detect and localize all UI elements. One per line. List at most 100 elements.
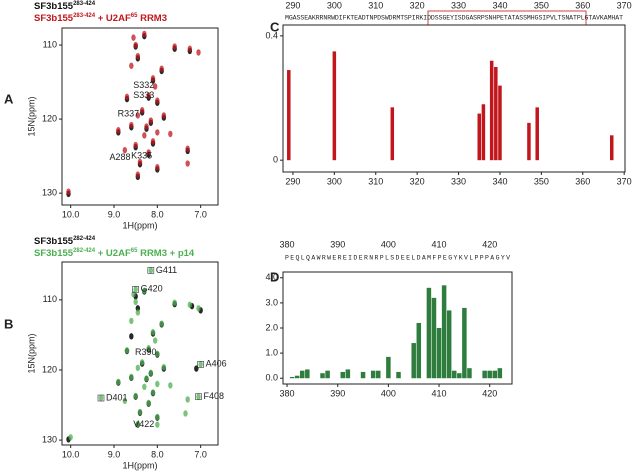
top-ruler-label: 370 [617,0,632,10]
bar [320,373,325,379]
top-ruler-label: 340 [492,0,507,10]
plot-frame [282,271,513,385]
peak-label: A288 [109,152,130,162]
peak [122,146,128,154]
peak [150,75,156,82]
peak [196,393,201,400]
bar [492,370,498,379]
peak [146,345,151,352]
x-tick-label: 300 [327,176,342,186]
panel-label: C [270,19,280,34]
x-tick-label: 350 [534,176,549,186]
legend-text: SF3b155 [34,248,74,259]
bar [451,370,457,379]
peak [124,93,130,101]
peak-label: V422 [133,419,154,429]
y-axis-label: 15N(ppm) [26,96,36,136]
peak [196,49,201,56]
y-tick-label: 4.0 [265,272,278,282]
y-tick-label: 130 [42,188,57,198]
bar [494,66,498,161]
bar [487,370,492,379]
peak-label: R337 [118,108,140,118]
peak [131,291,136,298]
peak [187,45,193,52]
peak [187,301,193,308]
peak [135,420,141,428]
bar [289,376,295,379]
y-tick-label: 120 [42,364,57,374]
plot-frame [61,27,219,206]
peak [172,43,177,50]
bar [287,70,291,161]
x-axis-label: 1H(ppm) [122,460,157,470]
x-tick-label: 410 [432,388,447,398]
peak [172,299,177,306]
x-tick-label: 7.0 [194,209,207,219]
annotation-box [195,393,202,400]
bar [436,328,442,379]
bar [340,371,346,379]
peak [155,350,160,358]
peak [68,434,73,441]
peak [142,132,147,139]
bar [477,113,482,161]
y-axis-label: 15N(ppm) [26,333,36,373]
peak [133,141,138,149]
bar [431,297,437,379]
top-ruler-label: 360 [575,0,590,10]
y-tick-label: 3.0 [265,297,278,307]
legend-superscript: 283-424 [73,13,96,19]
peak [146,149,151,156]
peak [133,392,138,400]
x-tick-label: 310 [368,176,383,186]
peak [135,112,141,119]
x-tick-label: 10.0 [62,449,80,459]
peak-label: S333 [133,90,154,100]
panel-label: B [4,316,13,331]
bar [294,375,300,379]
top-ruler-label: 420 [482,239,497,249]
top-ruler-label: 350 [534,0,549,10]
x-tick-label: 400 [381,388,396,398]
bar [497,368,503,379]
bar [527,122,531,161]
peak [155,421,160,428]
peak [142,30,147,38]
x-tick-label: 9.0 [108,449,121,459]
legend-entry: SF3b155282-424 [34,236,96,247]
bar [467,368,472,379]
legend-text: RRM3 [137,13,167,24]
legend-superscript: 282-424 [73,236,96,242]
bar [498,85,502,161]
peak [137,158,143,166]
peak [155,164,160,171]
x-tick-label: 8.0 [151,449,164,459]
bar [535,107,539,161]
peak [129,121,134,129]
bar [426,287,432,379]
bar [462,307,467,379]
legend-entry: SF3b155283-424 + U2AF65 RRM3 [34,13,167,24]
peak [148,267,154,274]
annotation-box [97,394,105,402]
peak [152,83,158,90]
legend-text: SF3b155 [34,236,74,247]
bar [332,51,337,161]
legend-entry: SF3b155282-424 + U2AF65 RRM3 + p14 [34,248,195,259]
annotation-box [147,267,155,274]
bar [305,369,310,379]
top-ruler-label: 380 [280,239,295,249]
legend-text: + U2AF [95,13,131,24]
top-ruler-label: 290 [285,0,300,10]
y-tick-label: 2.0 [265,322,278,332]
bar [610,135,614,161]
top-ruler-label: 310 [368,0,383,10]
peak [148,117,154,124]
peak-label: R390 [135,347,157,357]
annotation-box [197,361,204,368]
x-tick-label: 420 [482,388,497,398]
peak-series [68,267,203,441]
bar [481,104,486,161]
x-tick-label: 8.0 [151,209,164,219]
